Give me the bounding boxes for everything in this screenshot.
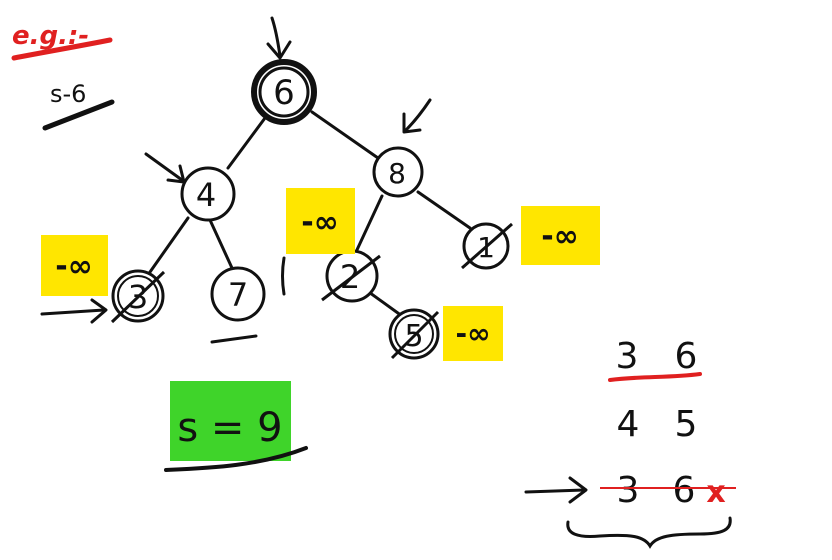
node-right-right-strike [461, 222, 513, 270]
note-right-left: -∞ [301, 205, 338, 240]
pair-row-3: 3 6 x [524, 470, 736, 549]
edge-right-rightleft [354, 194, 384, 254]
pair-3-mark: x [706, 475, 725, 510]
sum-box-underline [164, 446, 308, 472]
node-root: 6 [251, 59, 317, 125]
pointer-arrows [40, 16, 432, 324]
node-left-left: 3 [110, 269, 166, 324]
node-left-label: 4 [196, 176, 216, 214]
pair-3-b: 6 [673, 470, 696, 511]
sum-box-text: s = 9 [177, 405, 282, 451]
misc-strokes [210, 256, 286, 344]
pair-2-b: 5 [675, 404, 698, 445]
pair-1-underline [608, 372, 702, 382]
arrow-root-icon [266, 16, 292, 60]
pairs-list: 3 6 4 5 3 6 x [524, 336, 736, 549]
note-right-left-right: -∞ [456, 317, 491, 350]
node-right-left: 2 [321, 249, 381, 303]
sum-box: s = 9 [164, 381, 308, 472]
tree-nodes: 6 4 8 3 7 2 [110, 59, 513, 360]
arrow-left-icon [144, 152, 186, 184]
note-highlight-right-left-right [443, 306, 503, 361]
edge-root-left [226, 116, 267, 170]
node-7-underline [210, 334, 258, 344]
heading-underline [11, 37, 113, 61]
node-right-label: 8 [388, 157, 406, 190]
bracket-stroke [281, 256, 286, 296]
pair-3-brace [566, 516, 732, 549]
node-left: 4 [180, 166, 236, 222]
note-right-right: -∞ [541, 219, 578, 254]
edge-left-leftleft [148, 216, 190, 274]
edge-rightleft-rightleftright [364, 288, 404, 318]
pair-3-arrow-icon [524, 476, 588, 504]
pair-1-a: 3 [616, 336, 639, 377]
subtitle-underline [42, 99, 115, 131]
edge-left-leftright [208, 218, 234, 270]
pair-2-a: 4 [617, 404, 640, 445]
neg-infinity-notes: -∞ -∞ -∞ -∞ [41, 188, 600, 361]
node-right: 8 [372, 146, 424, 198]
note-highlight-left-left [41, 235, 108, 296]
pair-row-2: 4 5 [617, 404, 698, 445]
tree-edges [148, 110, 472, 318]
pair-row-1: 3 6 [608, 336, 702, 382]
edge-root-right [310, 110, 380, 160]
node-right-right: 1 [461, 222, 513, 270]
note-highlight-right-right [521, 206, 600, 265]
node-left-right-label: 7 [228, 276, 248, 314]
sum-box-highlight [170, 381, 291, 461]
node-right-left-right-strike [390, 310, 440, 360]
node-right-left-right: 5 [388, 308, 440, 360]
node-right-left-strike [321, 254, 381, 302]
arrow-right-icon [402, 98, 432, 134]
edge-right-rightright [416, 190, 472, 230]
node-root-label: 6 [273, 73, 295, 113]
heading: e.g.:- s-6 [11, 21, 115, 131]
node-left-right: 7 [210, 266, 266, 322]
heading-subtitle: s-6 [50, 80, 86, 108]
arrow-left-left-icon [40, 298, 108, 324]
pair-3-a: 3 [617, 470, 640, 511]
note-highlight-right-left [286, 188, 355, 254]
pair-1-b: 6 [675, 336, 698, 377]
node-left-left-strike [110, 270, 166, 324]
note-left-left: -∞ [55, 249, 92, 284]
